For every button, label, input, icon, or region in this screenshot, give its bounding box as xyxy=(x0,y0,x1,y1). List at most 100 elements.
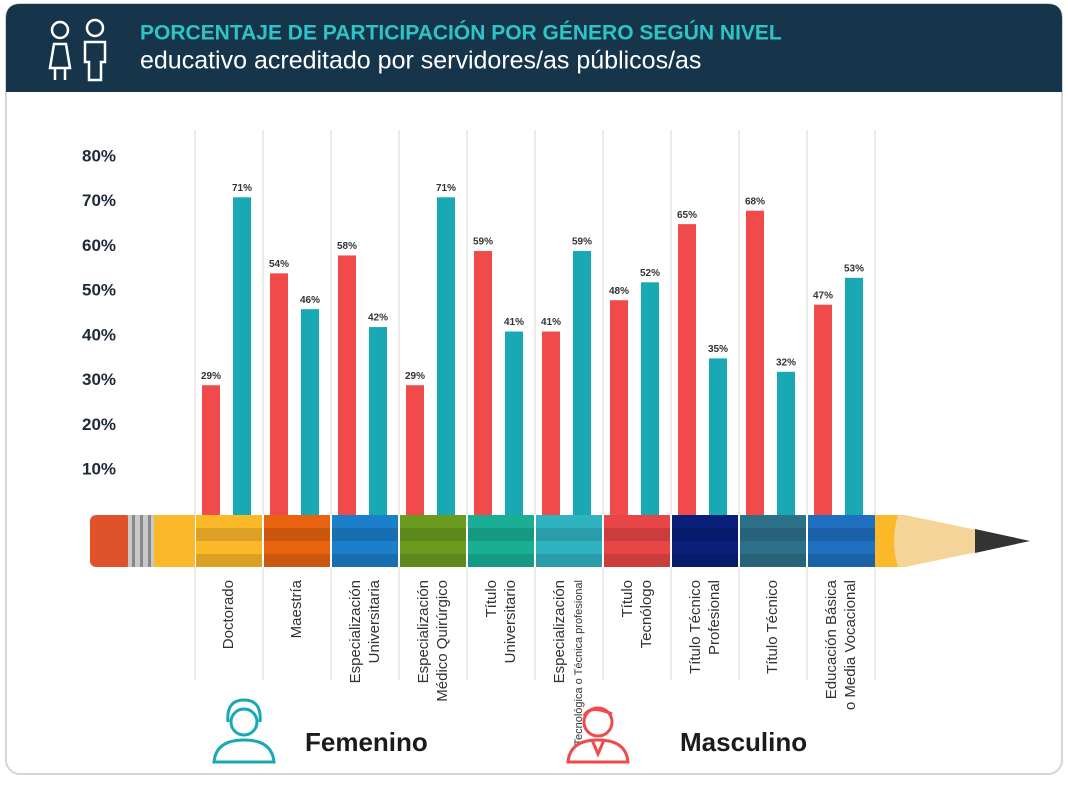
chart-subtitle: educativo acreditado por servidores/as p… xyxy=(140,47,701,75)
pencil-stripe xyxy=(671,554,739,567)
people-icon xyxy=(48,18,107,82)
bar xyxy=(610,300,628,515)
y-tick-label: 50% xyxy=(82,281,116,300)
bar xyxy=(202,385,220,515)
pencil-stripe xyxy=(535,554,603,567)
data-label: 71% xyxy=(232,183,252,194)
bar xyxy=(338,255,356,515)
bar xyxy=(505,331,523,515)
bar xyxy=(641,282,659,515)
header xyxy=(6,4,1062,92)
data-label: 46% xyxy=(300,295,320,306)
bar xyxy=(678,224,696,515)
bar xyxy=(845,277,863,515)
data-label: 58% xyxy=(337,241,357,252)
data-label: 29% xyxy=(405,371,425,382)
x-tick-label: Educación Básica o Media Vocacional xyxy=(823,579,859,710)
bar xyxy=(369,327,387,515)
y-tick-label: 60% xyxy=(82,236,116,255)
pencil-stripe xyxy=(739,554,807,567)
plot: 10% 20% 30% 40% 50% 60% 70% 80% Doctorado 71% 29% M… xyxy=(82,130,876,746)
bar xyxy=(573,250,591,515)
pencil-segment xyxy=(195,515,263,567)
data-label: 48% xyxy=(609,286,629,297)
frame xyxy=(5,3,1063,775)
pencil-stripe xyxy=(263,528,331,541)
bar xyxy=(437,197,455,515)
pencil-stripe xyxy=(331,528,399,541)
pencil-stripe xyxy=(195,554,263,567)
pencil-stripe xyxy=(467,554,535,567)
y-tick-label: 80% xyxy=(82,146,116,165)
pencil-tip xyxy=(875,515,1030,567)
bar xyxy=(542,331,560,515)
pencil-segment xyxy=(263,515,331,567)
pencil-segment xyxy=(671,515,739,567)
data-label: 41% xyxy=(541,317,561,328)
bar xyxy=(406,385,424,515)
pencil-segment xyxy=(603,515,671,567)
data-label: 68% xyxy=(745,196,765,207)
bar xyxy=(746,210,764,515)
pencil-segment xyxy=(399,515,467,567)
x-tick-label: Especialización Médico Quirúrgico xyxy=(415,580,451,702)
pencil-stripe xyxy=(195,528,263,541)
pencil-stripe xyxy=(603,554,671,567)
pencil-eraser xyxy=(90,515,195,567)
bar xyxy=(814,304,832,515)
pencil-stripe xyxy=(739,528,807,541)
data-label: 42% xyxy=(368,313,388,324)
data-label: 32% xyxy=(776,357,796,368)
x-tick-label: Doctorado xyxy=(220,580,237,649)
data-label: 71% xyxy=(436,183,456,194)
data-label: 59% xyxy=(572,237,592,248)
x-tick-label: Título Tecnólogo xyxy=(619,580,655,648)
pencil-stripe xyxy=(263,554,331,567)
legend-femenino-icon xyxy=(212,698,276,764)
x-tick-label: Título Técnico Profesional xyxy=(687,580,723,674)
y-tick-label: 20% xyxy=(82,415,116,434)
data-label: 53% xyxy=(844,263,864,274)
pencil-stripe xyxy=(535,528,603,541)
pencil-stripe xyxy=(399,554,467,567)
data-label: 35% xyxy=(708,344,728,355)
data-label: 52% xyxy=(640,268,660,279)
x-tick-label: Especialización Universitaria xyxy=(347,579,383,683)
x-tick-label: Título Universitario xyxy=(483,580,519,663)
legend-masculino-icon xyxy=(566,706,630,764)
x-tick-label: Especialización Tecnológica o Técnica pro… xyxy=(551,580,585,746)
y-tick-label: 40% xyxy=(82,325,116,344)
pencil-stripe xyxy=(671,528,739,541)
x-tick-label: Maestría xyxy=(288,579,305,638)
bar xyxy=(709,358,727,515)
bar xyxy=(777,371,795,515)
legend-label: Femenino xyxy=(305,727,428,757)
bar xyxy=(270,273,288,515)
pencil-segment xyxy=(331,515,399,567)
pencil-stripe xyxy=(399,528,467,541)
pencil-segment xyxy=(467,515,535,567)
bar xyxy=(474,250,492,515)
pencil-segment xyxy=(739,515,807,567)
data-label: 65% xyxy=(677,210,697,221)
data-label: 29% xyxy=(201,371,221,382)
x-tick-label: Título Técnico xyxy=(764,580,781,674)
pencil-stripe xyxy=(807,528,875,541)
y-tick-label: 30% xyxy=(82,370,116,389)
chart-title: PORCENTAJE DE PARTICIPACIÓN POR GÉNERO S… xyxy=(140,21,782,45)
y-tick-label: 70% xyxy=(82,191,116,210)
legend-label: Masculino xyxy=(680,727,807,757)
pencil-segment xyxy=(807,515,875,567)
data-label: 59% xyxy=(473,237,493,248)
data-label: 47% xyxy=(813,290,833,301)
pencil-stripe xyxy=(603,528,671,541)
pencil-stripe xyxy=(331,554,399,567)
bar xyxy=(301,309,319,515)
bar xyxy=(233,197,251,515)
pencil-stripe xyxy=(807,554,875,567)
data-label: 54% xyxy=(269,259,289,270)
data-label: 41% xyxy=(504,317,524,328)
y-tick-label: 10% xyxy=(82,460,116,479)
